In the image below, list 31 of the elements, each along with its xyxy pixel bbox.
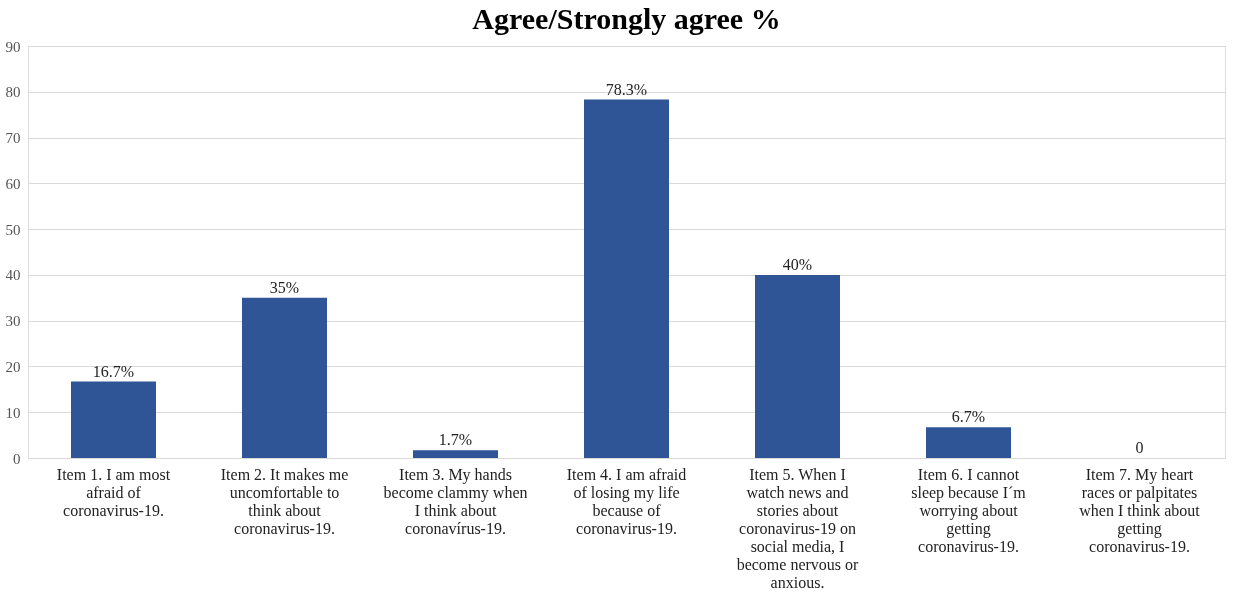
bar: [242, 297, 327, 458]
y-tick-label: 60: [5, 175, 21, 192]
bar: [413, 450, 498, 458]
bar: [755, 274, 840, 458]
y-tick-label: 90: [5, 38, 21, 55]
x-tick-label: Item 5. When I watch news and stories about coronavirus-19 on social media, I become nervous or anxious.: [736, 465, 860, 591]
x-tick-label: Item 6. I cannot sleep because I´m worrying about getting coronavirus-19.: [911, 465, 1027, 555]
data-label: 6.7%: [951, 408, 986, 426]
data-label: 40%: [782, 255, 813, 273]
x-tick-label: Item 4. I am afraid of losing my life because of coronavirus-19.: [566, 465, 687, 537]
bar: [584, 99, 669, 458]
y-tick-label: 10: [5, 404, 21, 421]
y-tick-label: 0: [13, 450, 21, 467]
y-tick-label: 50: [5, 221, 21, 238]
x-tick-label: Item 1. I am most afraid of coronavirus-19.: [56, 465, 171, 519]
data-label: 16.7%: [92, 362, 135, 380]
x-tick-label: Item 7. My heart races or palpitates when I think about getting coronavirus-19.: [1079, 465, 1201, 555]
y-tick-label: 20: [5, 358, 21, 375]
data-label: 0: [1135, 439, 1144, 456]
y-tick-label: 80: [5, 84, 21, 101]
y-tick-label: 40: [5, 267, 21, 284]
x-tick-label: Item 3. My hands become clammy when I think about coronavírus-19.: [383, 465, 528, 537]
y-tick-label: 70: [5, 130, 21, 147]
y-tick-label: 30: [5, 313, 21, 330]
chart-title: Agree/Strongly agree %: [472, 2, 781, 35]
data-label: 78.3%: [605, 80, 648, 98]
bar: [71, 381, 156, 458]
x-tick-label: Item 2. It makes me uncomfortable to think about coronavirus-19.: [220, 465, 349, 537]
data-label: 1.7%: [438, 431, 473, 449]
data-label: 35%: [269, 278, 300, 296]
bar: [926, 427, 1011, 458]
